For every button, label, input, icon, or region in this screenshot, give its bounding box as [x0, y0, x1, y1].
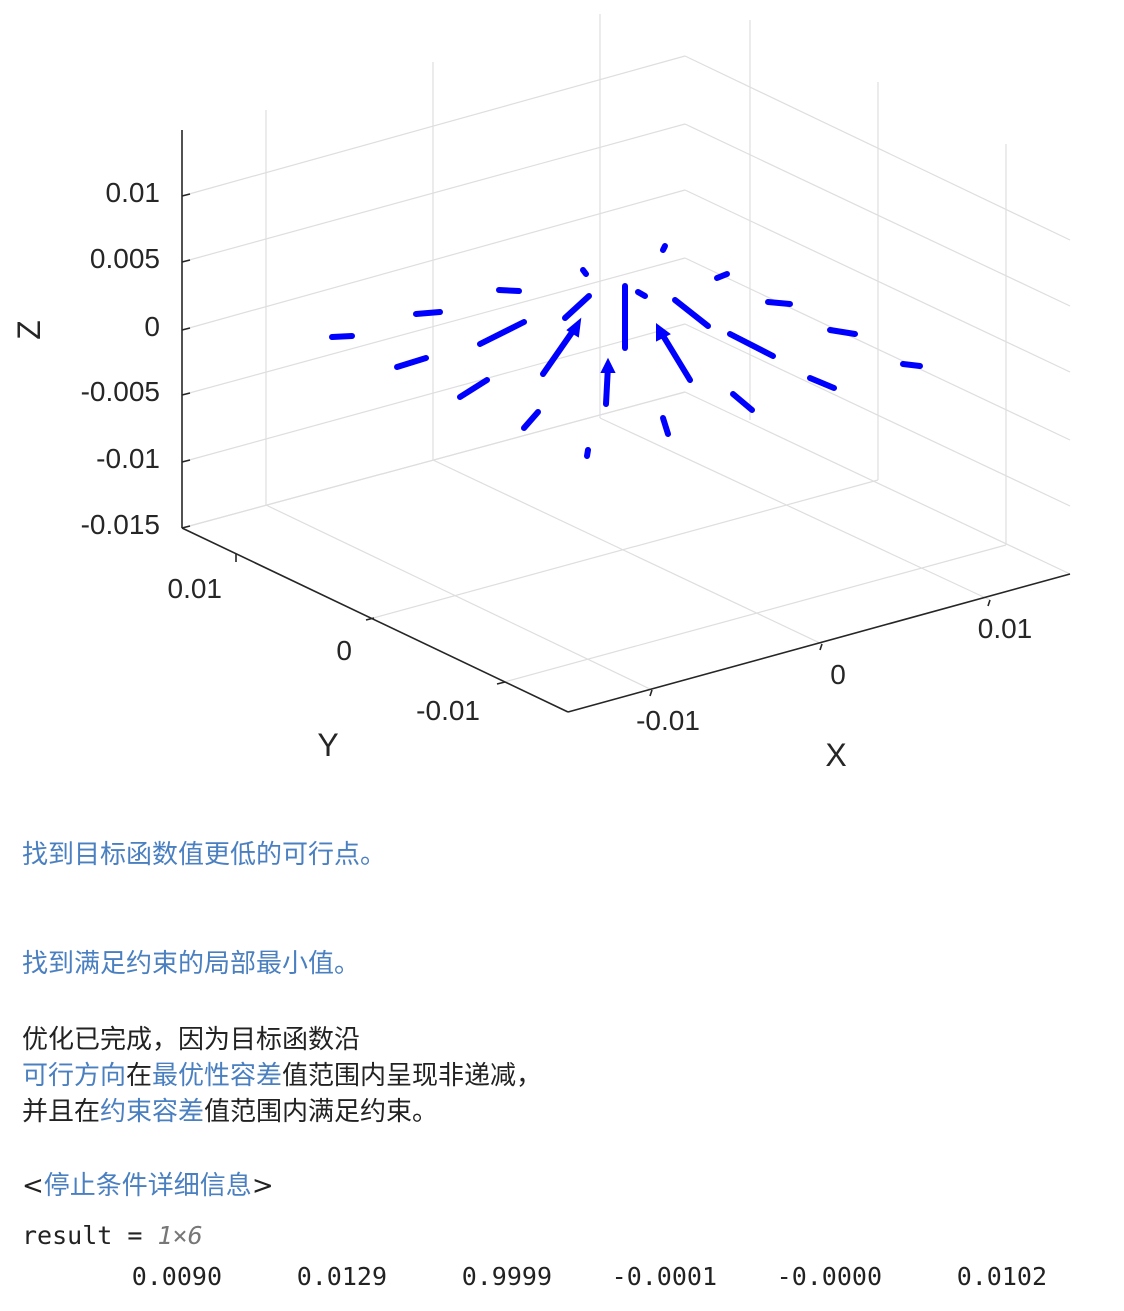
z-tick-label: -0.015: [81, 509, 160, 540]
axes-grid: [181, 14, 1071, 691]
message-text: 并且在: [22, 1097, 101, 1127]
quiver-arrow: [807, 375, 837, 391]
z-axis-label: Z: [11, 320, 47, 340]
quiver-arrow: [714, 271, 730, 281]
bracket-open: <: [22, 1171, 44, 1201]
message-line: 可行方向在最优性容差值范围内呈现非递减，: [22, 1058, 542, 1094]
quiver-arrow: [765, 299, 793, 307]
arrow-head: [656, 323, 671, 342]
x-tick-label: 0.01: [978, 613, 1033, 644]
stopping-criteria-line: <停止条件详细信息>: [22, 1168, 274, 1204]
arrow-head: [566, 317, 582, 338]
message-text: 值范围内满足约束。: [204, 1097, 439, 1127]
x-tick-label: -0.01: [636, 705, 700, 736]
quiver-arrow: [827, 327, 858, 337]
feasible-point-link[interactable]: 找到目标函数值更低的可行点。: [22, 840, 387, 870]
optimality-tolerance-link[interactable]: 最优性容差: [152, 1061, 283, 1091]
result-values-row: 0.0090 0.0129 0.9999 -0.0001 -0.0000 0.0…: [0, 1262, 1124, 1298]
y-axis-label: Y: [317, 727, 338, 763]
local-minimum-link[interactable]: 找到满足约束的局部最小值。: [22, 949, 361, 979]
quiver3-plot: 0.01 0.005 0 -0.005 -0.01 -0.015 0.01 0 …: [11, 14, 1071, 773]
quiver-arrow: [660, 243, 668, 253]
message-text: 在: [126, 1061, 153, 1091]
y-tick-label: 0.01: [168, 573, 223, 604]
message-text: 值范围内呈现非递减，: [282, 1061, 543, 1091]
quiver-arrows: [329, 243, 923, 459]
quiver-arrow: [659, 331, 693, 383]
z-tick-label: -0.01: [96, 443, 160, 474]
z-tick-label: -0.005: [81, 376, 160, 407]
quiver-arrow: [329, 333, 355, 340]
stopping-criteria-link[interactable]: 停止条件详细信息: [43, 1171, 252, 1201]
quiver-arrow: [496, 287, 522, 294]
result-label: result =: [22, 1221, 158, 1250]
z-tick-label: 0.01: [106, 177, 161, 208]
message-line: 并且在约束容差值范围内满足约束。: [22, 1094, 542, 1130]
result-value: -0.0000: [776, 1262, 882, 1291]
z-tick-label: 0.005: [90, 243, 160, 274]
axes-lines: [181, 130, 1071, 713]
completion-message: 优化已完成，因为目标函数沿 可行方向在最优性容差值范围内呈现非递减， 并且在约束…: [22, 1022, 542, 1130]
result-size: 1×6: [157, 1221, 203, 1250]
quiver-arrow: [900, 361, 923, 369]
quiver-arrow: [580, 267, 589, 277]
message-line: 优化已完成，因为目标函数沿: [22, 1025, 361, 1055]
quiver-arrow: [521, 409, 541, 431]
result-header: result = 1×6: [22, 1218, 203, 1254]
quiver-arrow: [635, 289, 648, 299]
arrow-head: [600, 357, 616, 373]
quiver-arrow: [660, 415, 671, 437]
feasible-directions-link[interactable]: 可行方向: [22, 1061, 127, 1091]
quiver-arrow: [477, 319, 527, 347]
x-tick-label: 0: [830, 659, 846, 690]
quiver-arrow: [394, 355, 429, 370]
result-value: 0.0129: [296, 1262, 387, 1291]
x-axis-label: X: [825, 737, 846, 773]
result-value: 0.0090: [131, 1262, 222, 1291]
constraint-tolerance-link[interactable]: 约束容差: [100, 1097, 205, 1127]
quiver-arrow: [730, 391, 755, 413]
result-value: 0.9999: [461, 1262, 552, 1291]
quiver-arrow: [413, 309, 443, 317]
quiver-arrow: [727, 331, 776, 359]
result-value: 0.0102: [956, 1262, 1047, 1291]
y-tick-label: -0.01: [416, 695, 480, 726]
quiver-arrow: [540, 325, 578, 377]
z-tick-label: 0: [144, 311, 160, 342]
y-tick-label: 0: [336, 635, 352, 666]
quiver-arrow: [584, 447, 591, 459]
quiver-arrow: [672, 297, 711, 329]
quiver-arrow: [562, 293, 592, 321]
result-value: -0.0001: [611, 1262, 717, 1291]
bracket-close: >: [251, 1171, 274, 1201]
quiver-arrow: [457, 377, 490, 400]
